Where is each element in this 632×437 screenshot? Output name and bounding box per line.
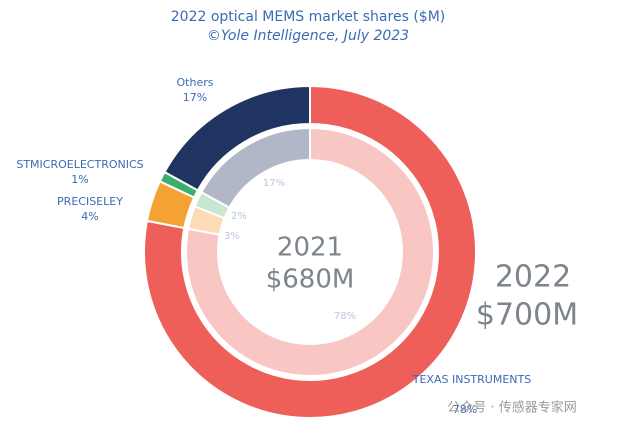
watermark: 公众号 · 传感器专家网 bbox=[447, 400, 576, 416]
inner-value-label: 3% bbox=[224, 231, 240, 242]
donut-segment bbox=[143, 84, 477, 419]
outer-value-label: 78% bbox=[453, 403, 477, 416]
donut-segment bbox=[185, 126, 435, 377]
inner-value-label: 78% bbox=[334, 311, 356, 322]
outer-total: $700M bbox=[476, 298, 578, 333]
outer-year: 2022 bbox=[495, 260, 571, 295]
chart-title: 2022 optical MEMS market shares ($M) bbox=[171, 9, 445, 25]
outer-value-label: 1% bbox=[71, 173, 88, 186]
outer-value-label: 17% bbox=[183, 91, 207, 104]
inner-year: 2021 bbox=[277, 233, 343, 263]
donut-segment bbox=[163, 84, 311, 192]
inner-value-label: 17% bbox=[263, 178, 285, 189]
inner-value-label: 2% bbox=[231, 211, 247, 222]
chart-subtitle: ©Yole Intelligence, July 2023 bbox=[207, 28, 409, 44]
donut-segment bbox=[199, 126, 311, 210]
inner-total: $680M bbox=[266, 265, 355, 295]
category-label: Others bbox=[177, 76, 214, 89]
category-label: TEXAS INSTRUMENTS bbox=[412, 373, 531, 386]
outer-value-label: 4% bbox=[81, 210, 98, 223]
category-label: STMICROELECTRONICS bbox=[16, 158, 143, 171]
category-label: PRECISELEY bbox=[57, 195, 123, 208]
